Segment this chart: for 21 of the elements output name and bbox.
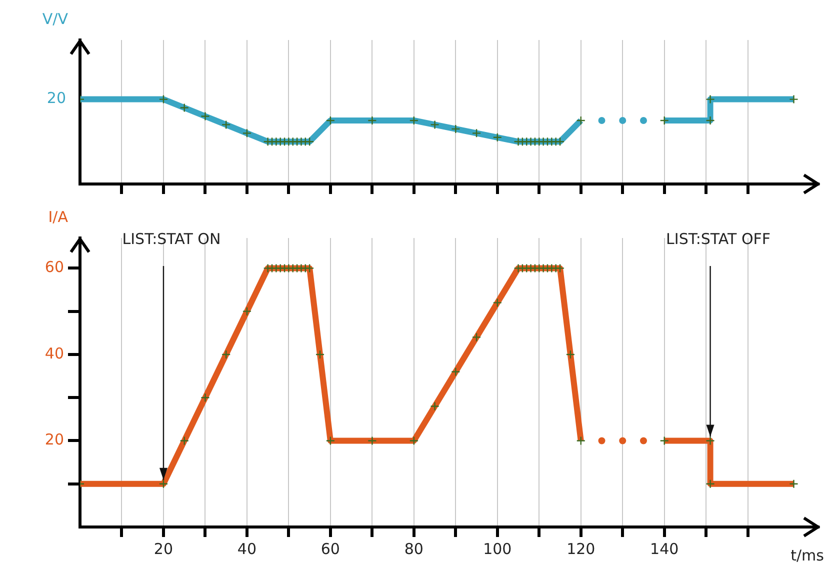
point	[598, 437, 606, 444]
x-tick-label: 60	[320, 540, 340, 558]
y-axis-title: V/V	[42, 10, 69, 28]
y-tick-label: 40	[44, 344, 64, 362]
x-tick-label: 100	[483, 540, 512, 558]
x-tick-label: 120	[566, 540, 596, 558]
point	[640, 437, 647, 444]
x-tick-label: 20	[154, 540, 174, 558]
y-axis-title: I/A	[48, 208, 69, 226]
annotation: LIST:STAT ON	[122, 230, 221, 248]
x-tick-label: 40	[237, 540, 257, 558]
annotation: LIST:STAT OFF	[666, 230, 771, 248]
point	[619, 116, 626, 124]
point	[640, 116, 647, 124]
x-axis-title: t/ms	[790, 546, 824, 563]
x-tick-label: 80	[404, 540, 424, 558]
y-tick-label: 60	[44, 258, 64, 276]
point	[619, 437, 626, 444]
y-tick-label: 20	[44, 430, 64, 449]
point	[598, 116, 606, 124]
x-tick-label: 140	[650, 540, 679, 558]
